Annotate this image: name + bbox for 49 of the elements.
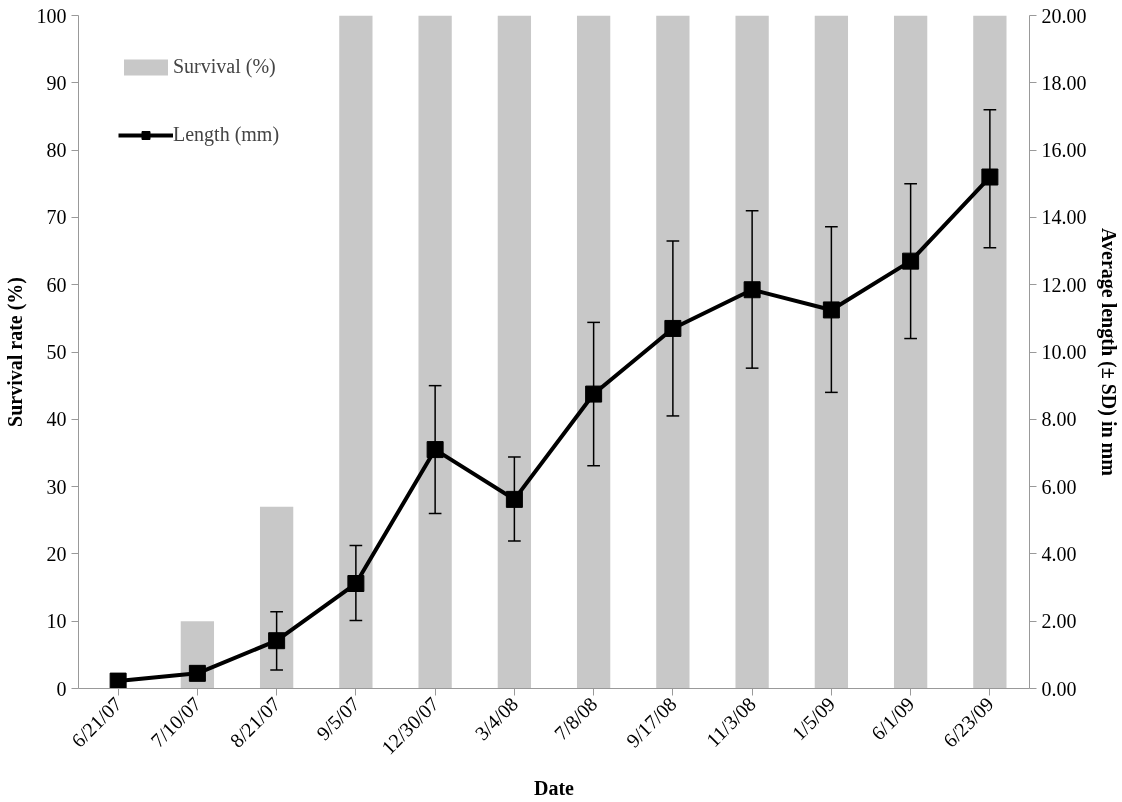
y2-tick-label: 20.00 — [1041, 4, 1087, 27]
point — [822, 301, 840, 319]
y2-tick-label: 18.00 — [1041, 71, 1087, 94]
bar — [339, 15, 373, 689]
y2-tick-label: 6.00 — [1041, 475, 1077, 498]
x-axis-title: Date — [534, 777, 575, 800]
legend-label: Survival (%) — [173, 55, 276, 78]
point — [426, 441, 444, 459]
point — [109, 672, 127, 689]
bar — [418, 15, 452, 689]
y-axis-title: Survival rate (%) — [3, 277, 27, 427]
y-tick-label: 60 — [46, 273, 67, 296]
y-tick-label: 0 — [56, 677, 67, 700]
y2-tick-label: 12.00 — [1041, 273, 1087, 296]
y2-tick-label: 4.00 — [1041, 542, 1077, 565]
y2-tick-label: 16.00 — [1041, 139, 1087, 162]
y2-tick-label: 14.00 — [1041, 206, 1087, 229]
bar — [735, 15, 769, 689]
bar — [259, 506, 294, 689]
y2-axis-title: Average length (± SD) in mm — [1096, 228, 1120, 477]
y-tick-label: 50 — [46, 341, 67, 363]
y-tick-label: 30 — [46, 475, 67, 498]
legend-label: Length (mm) — [173, 123, 280, 146]
y2-tick-label: 2.00 — [1041, 610, 1077, 633]
bar — [814, 15, 849, 689]
y2-tick-label: 0.00 — [1041, 677, 1077, 700]
y-tick-label: 100 — [36, 4, 67, 27]
point — [347, 575, 365, 593]
point — [585, 385, 603, 403]
bar — [893, 15, 928, 689]
y-tick-label: 90 — [46, 71, 67, 94]
y-tick-label: 40 — [46, 408, 67, 431]
y2-tick-label: 8.00 — [1041, 408, 1077, 431]
bar — [973, 15, 1007, 689]
y-tick-label: 80 — [46, 139, 67, 162]
bar — [497, 15, 532, 689]
point — [188, 664, 206, 682]
point — [743, 281, 761, 299]
y-tick-label: 70 — [46, 206, 67, 229]
point — [268, 632, 286, 650]
bar — [576, 15, 611, 689]
y2-tick-label: 10.00 — [1041, 341, 1087, 363]
point — [505, 490, 523, 508]
bar — [656, 15, 690, 689]
point — [902, 252, 920, 270]
point — [664, 319, 682, 337]
y-tick-label: 20 — [46, 542, 67, 565]
y-tick-label: 10 — [46, 610, 67, 633]
point — [981, 168, 999, 186]
